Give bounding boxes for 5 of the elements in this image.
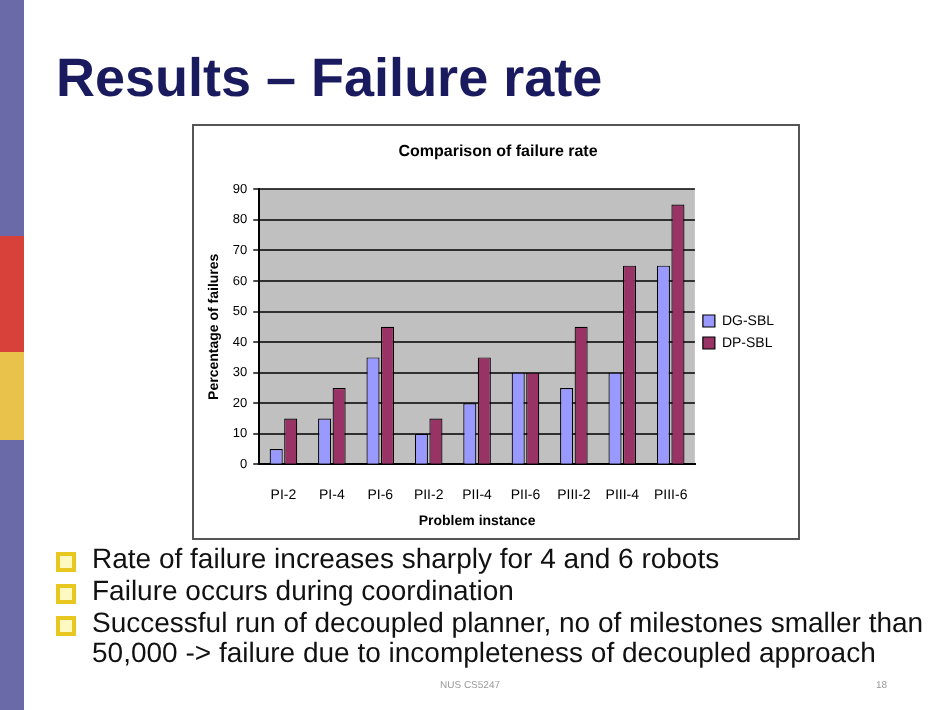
chart-title: Results – Failure rate bbox=[56, 48, 603, 110]
text: Successful run of decoupled planner, no of milestones smaller than 50,000 -> failure due to incompleteness of decoupled approach bbox=[90, 606, 926, 668]
text: Failure occurs during coordination bbox=[90, 574, 516, 606]
chart-subtitle: Comparison of failure rate bbox=[398, 142, 599, 161]
text: Rate of failure increases sharply for 4 and 6 robots bbox=[90, 542, 722, 574]
